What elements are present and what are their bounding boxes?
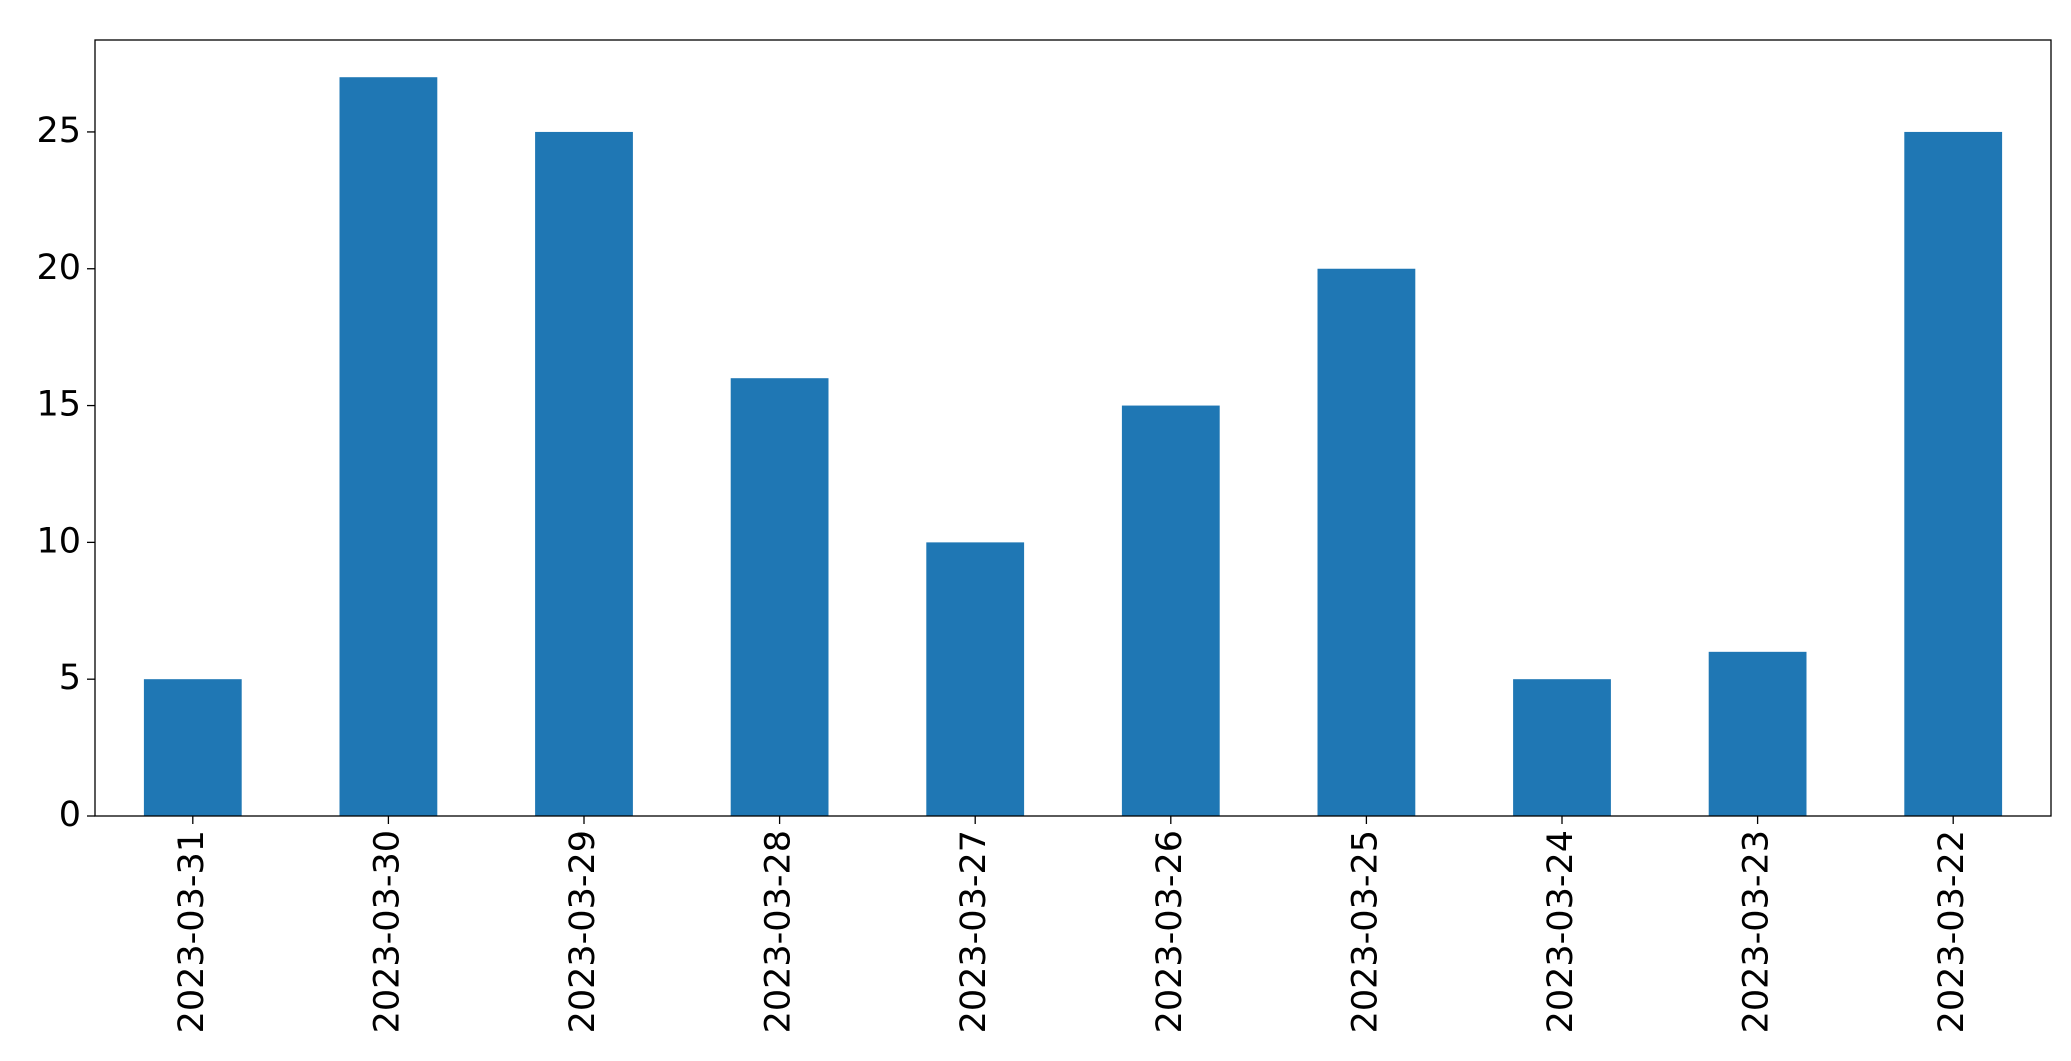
y-tick-label: 0 [59, 795, 81, 835]
bar [535, 131, 633, 817]
x-tick-label: 2023-03-30 [367, 830, 407, 1033]
y-tick-label: 10 [36, 521, 81, 561]
plot-frame [94, 39, 2052, 817]
x-tick-label: 2023-03-26 [1150, 830, 1190, 1033]
x-tick-label: 2023-03-31 [172, 830, 212, 1033]
bar [1513, 679, 1611, 816]
x-tick-label: 2023-03-25 [1345, 830, 1385, 1033]
x-tick-label: 2023-03-23 [1737, 830, 1777, 1033]
x-tick-label: 2023-03-29 [563, 830, 603, 1033]
bar [1317, 268, 1416, 816]
x-tick-label: 2023-03-28 [759, 830, 799, 1033]
bar [926, 542, 1025, 816]
bar [1121, 405, 1220, 816]
bar [339, 77, 438, 817]
x-tick-label: 2023-03-27 [954, 830, 994, 1033]
bar [730, 378, 829, 816]
y-tick-label: 15 [36, 385, 81, 425]
x-tick-label: 2023-03-22 [1932, 830, 1972, 1033]
bar [143, 679, 242, 816]
bar [1708, 651, 1807, 816]
y-tick-label: 25 [36, 111, 81, 151]
x-tick-label: 2023-03-24 [1541, 830, 1581, 1033]
bar [1904, 131, 2003, 817]
y-tick-label: 20 [36, 248, 81, 288]
y-tick-label: 5 [59, 658, 81, 698]
